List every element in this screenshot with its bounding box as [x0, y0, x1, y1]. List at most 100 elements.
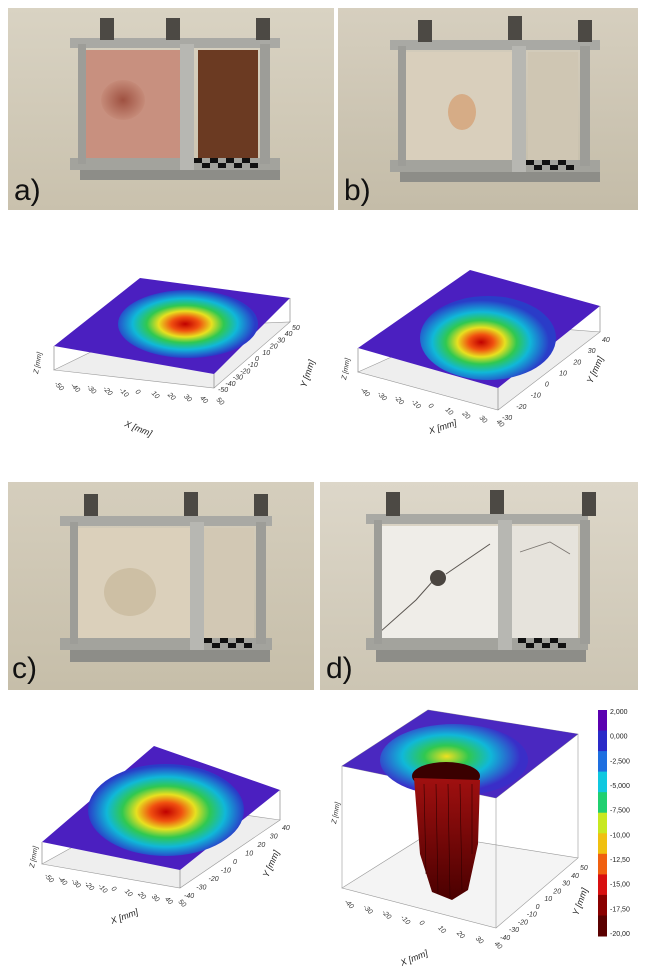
surface-plot-a: -50 -40 -30 -20 -10 0 10 20 30 40 50 -50 -40 -30 -20-…: [20, 258, 332, 438]
surface-plot-a-ytick: 40: [285, 331, 293, 338]
surface-plot-b-ytick: 30: [588, 348, 596, 355]
surface-plot-a-xtick: -40: [69, 382, 81, 394]
colorbar-swatch: [598, 792, 607, 814]
surface-plot-c-xtick: 40: [163, 896, 174, 907]
surface-plot-b-xtick: 20: [460, 410, 471, 421]
surface-plot-d-xtick: -10: [399, 914, 411, 926]
surface-plot-b-xtick: -20: [393, 394, 405, 406]
surface-plot-a-xtick: -20: [101, 385, 113, 397]
surface-plot-b-ytick: 10: [559, 370, 567, 377]
surface-plot-d-xtick: 0: [418, 919, 426, 927]
plot-a-ylabel: Y [mm]: [298, 358, 316, 389]
photo-d-specimen: [320, 482, 638, 690]
surface-plot-c-xtick: -20: [83, 880, 95, 892]
surface-plot-d-xtick: -30: [361, 904, 373, 916]
surface-plot-b-xtick: -40: [359, 386, 371, 398]
surface-plot-d-ytick: -40: [500, 935, 510, 942]
surface-plot-a-xtick: -10: [117, 387, 129, 399]
surface-plot-c-ytick: 0: [233, 859, 237, 866]
surface-plot-b-ytick: 0: [545, 382, 549, 389]
colorbar-swatch: [598, 771, 607, 793]
surface-plot-b-ytick: 20: [572, 359, 581, 366]
photo-b-specimen: [338, 8, 638, 210]
surface-plot-a-ytick: 10: [262, 350, 270, 357]
surface-plot-a-xtick: 0: [134, 388, 142, 396]
colorbar-tick-label: -12,50: [610, 857, 630, 864]
plot-c-ylabel: Y [mm]: [261, 848, 282, 878]
photo-c-specimen: [8, 482, 314, 690]
surface-plot-a-xtick: 40: [198, 395, 209, 406]
colorbar-tick-label: 0,000: [610, 734, 628, 741]
panel-label-c: c): [12, 652, 37, 685]
surface-plot-d-ytick: 40: [571, 873, 579, 880]
surface-plot-b-xtick: -10: [410, 398, 422, 410]
surface-plot-c-xtick: -40: [56, 875, 68, 887]
surface-plot-a-xtick: 50: [215, 396, 226, 407]
colorbar-swatch: [598, 812, 607, 834]
surface-plot-d-xtick: 20: [454, 929, 465, 940]
colorbar: 2,000 0,000 -2,500 -5,000 -7,500 -10,00 -12,50…: [598, 709, 630, 938]
surface-plot-d-ytick: -20: [518, 919, 528, 926]
plot-d-ylabel: Y [mm]: [570, 886, 589, 917]
photo-a-wood-specimen: [8, 8, 334, 210]
surface-plot-d-ytick: -10: [527, 912, 537, 919]
surface-plot-c-xtick: 30: [150, 893, 161, 904]
surface-plot-b-xtick: 0: [427, 402, 435, 410]
colorbar-swatch: [598, 833, 607, 855]
plot-d-xlabel: X [mm]: [398, 948, 430, 969]
surface-plot-d: -40 -30 -20 -10 0 10 20 30 40 -40 -30 -20 -10 0 10 20 3…: [328, 704, 638, 974]
surface-plot-b-xtick: 30: [478, 414, 489, 425]
colorbar-tick-label: 2,000: [610, 709, 628, 716]
surface-plot-b-ytick: -20: [516, 404, 526, 411]
surface-plot-c-xtick: -10: [96, 883, 108, 895]
surface-plot-b-xtick: -30: [376, 390, 388, 402]
plot-b-zlabel: Z [mm]: [341, 357, 352, 382]
surface-plot-c: -50 -40 -30 -20 -10 0 10 20 30 40 50 -40 -30 -20 -10 0…: [28, 738, 318, 938]
surface-plot-b-ytick: -10: [531, 393, 541, 400]
surface-plot-a-ytick: -20: [240, 368, 250, 375]
colorbar-tick-label: -7,500: [610, 808, 630, 815]
colorbar-tick-label: -17,50: [610, 906, 630, 913]
colorbar-swatch: [598, 751, 607, 773]
colorbar-tick-label: -15,00: [610, 882, 630, 889]
surface-plot-b: -40 -30 -20 -10 0 10 20 30 40 -30 -20 -10 0 10 20 30 40…: [330, 262, 630, 447]
surface-plot-c-xtick: -30: [69, 878, 81, 890]
colorbar-swatch: [598, 730, 607, 752]
plot-c-xlabel: X [mm]: [108, 907, 140, 927]
surface-plot-c-ytick: -10: [221, 868, 231, 875]
colorbar-swatch: [598, 853, 607, 875]
surface-plot-a-ytick: -40: [225, 381, 235, 388]
surface-plot-a-ytick: 50: [292, 325, 300, 332]
surface-plot-d-ytick: 20: [552, 888, 561, 895]
surface-plot-c-ytick: 40: [282, 825, 290, 832]
colorbar-swatch: [598, 894, 607, 916]
surface-plot-d-ytick: -30: [509, 927, 519, 934]
colorbar-tick-label: -20,00: [610, 931, 630, 938]
panel-label-b: b): [344, 174, 371, 207]
plot-c-zlabel: Z [mm]: [29, 845, 40, 870]
surface-plot-b-ytick: -30: [502, 415, 512, 422]
surface-plot-d-xtick: 30: [474, 935, 485, 946]
plot-b-ylabel: Y [mm]: [585, 354, 606, 384]
plot-a-zlabel: Z [mm]: [33, 351, 44, 376]
surface-plot-b-xtick: 40: [495, 418, 506, 429]
surface-plot-d-ytick: 10: [544, 896, 552, 903]
surface-plot-c-ytick: 30: [270, 834, 278, 841]
surface-plot-d-ytick: 50: [580, 865, 588, 872]
surface-plot-d-xtick: 40: [493, 940, 504, 951]
surface-plot-b-ytick: 40: [602, 337, 610, 344]
surface-plot-c-xtick: 50: [177, 898, 188, 909]
plot-b-xlabel: X [mm]: [427, 417, 459, 436]
surface-plot-c-xtick: 0: [110, 885, 118, 893]
surface-plot-c-xtick: 10: [123, 888, 134, 899]
panel-label-d: d): [326, 652, 353, 685]
surface-plot-a-xtick: 30: [182, 393, 193, 404]
surface-plot-d-ytick: 0: [536, 904, 540, 911]
surface-plot-a-ytick: -50: [218, 387, 228, 394]
surface-plot-a-ytick: 0: [255, 356, 259, 363]
surface-plot-b-xtick: 10: [444, 406, 455, 417]
plot-a-xlabel: X [mm]: [122, 418, 154, 438]
surface-plot-d-ytick: 30: [562, 881, 570, 888]
